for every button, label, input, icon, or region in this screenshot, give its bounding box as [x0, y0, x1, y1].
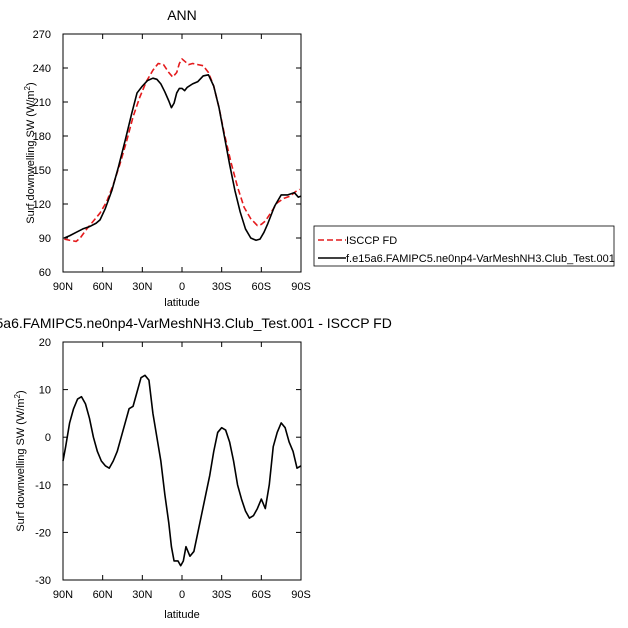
y-tick-label-bottom-0: -30: [35, 575, 51, 587]
series-top: [64, 58, 302, 243]
y-tick-label-top-5: 210: [33, 97, 51, 109]
y-tick-label-top-2: 120: [33, 199, 51, 211]
y-axis-unit-exp-top: 2: [23, 85, 32, 90]
x-tick-label-bottom-6: 90S: [291, 589, 311, 601]
x-tick-label-top-2: 30N: [132, 281, 152, 293]
x-tick-label-top-6: 90S: [291, 281, 311, 293]
x-tick-label-bottom-3: 0: [179, 589, 185, 601]
y-axis-label-top-name: Surf downwelling SW: [25, 119, 37, 224]
plot-frame-bottom: [62, 341, 302, 581]
x-tick-label-top-0: 90N: [53, 281, 73, 293]
y-axis-unit-bottom: (W/m: [15, 398, 27, 424]
x-tick-label-bottom-1: 60N: [93, 589, 113, 601]
x-tick-label-bottom-5: 60S: [252, 589, 272, 601]
x-tick-label-top-1: 60N: [93, 281, 113, 293]
series-line-top-0: [64, 58, 301, 243]
y-tick-label-top-7: 270: [33, 29, 51, 41]
chart-title-top: ANN: [167, 7, 197, 23]
x-axis-label-bottom: latitude: [164, 609, 199, 621]
legend: ISCCP FD f.e15a6.FAMIPC5.ne0np4-VarMeshN…: [313, 225, 615, 267]
y-tick-label-top-1: 90: [39, 233, 51, 245]
x-tick-label-top-4: 30S: [212, 281, 232, 293]
x-tick-label-bottom-2: 30N: [132, 589, 152, 601]
chart-title-bottom: f.e15a6.FAMIPC5.ne0np4-VarMeshNH3.Club_T…: [0, 315, 392, 331]
series-line-bottom-0: [62, 374, 302, 567]
y-axis-label-top: Surf downwelling SW (W/m2): [23, 82, 37, 223]
y-axis-label-bottom: Surf downwelling SW (W/m2): [13, 390, 27, 531]
y-tick-label-bottom-2: -10: [35, 480, 51, 492]
legend-label-isccp: ISCCP FD: [346, 235, 397, 247]
legend-box: [313, 225, 615, 267]
y-axis-unit-close-top: ): [25, 82, 37, 86]
y-tick-label-top-6: 240: [33, 63, 51, 75]
x-axis-label-top: latitude: [164, 297, 199, 309]
y-axis-unit-close-bottom: ): [15, 390, 27, 394]
plot-frame-top: [62, 33, 302, 273]
ticks-bottom: -30 -20 -10 0 10 20 90N 60N 30N 0 30S 60S 90S: [35, 337, 311, 601]
y-tick-label-bottom-1: -20: [35, 527, 51, 539]
y-axis-unit-exp-bottom: 2: [13, 393, 22, 398]
x-tick-label-bottom-4: 30S: [212, 589, 232, 601]
y-axis-unit-top: (W/m: [25, 90, 37, 116]
series-line-top-1: [64, 74, 302, 242]
y-tick-label-top-0: 60: [39, 267, 51, 279]
x-tick-label-top-3: 0: [179, 281, 185, 293]
x-tick-label-bottom-0: 90N: [53, 589, 73, 601]
y-tick-label-bottom-5: 20: [39, 337, 51, 349]
series-bottom: [62, 374, 302, 567]
y-axis-label-bottom-name: Surf downwelling SW: [15, 427, 27, 532]
y-tick-label-bottom-3: 0: [45, 432, 51, 444]
y-tick-label-top-3: 150: [33, 165, 51, 177]
ticks-top: 60 90 120 150 180 210 240 270 90N 60N 30N 0 30S 60S 90…: [33, 29, 311, 293]
x-tick-label-top-5: 60S: [252, 281, 272, 293]
panel-bottom: f.e15a6.FAMIPC5.ne0np4-VarMeshNH3.Club_T…: [0, 315, 392, 621]
legend-label-model: f.e15a6.FAMIPC5.ne0np4-VarMeshNH3.Club_T…: [346, 253, 615, 265]
y-tick-label-top-4: 180: [33, 131, 51, 143]
y-tick-label-bottom-4: 10: [39, 385, 51, 397]
